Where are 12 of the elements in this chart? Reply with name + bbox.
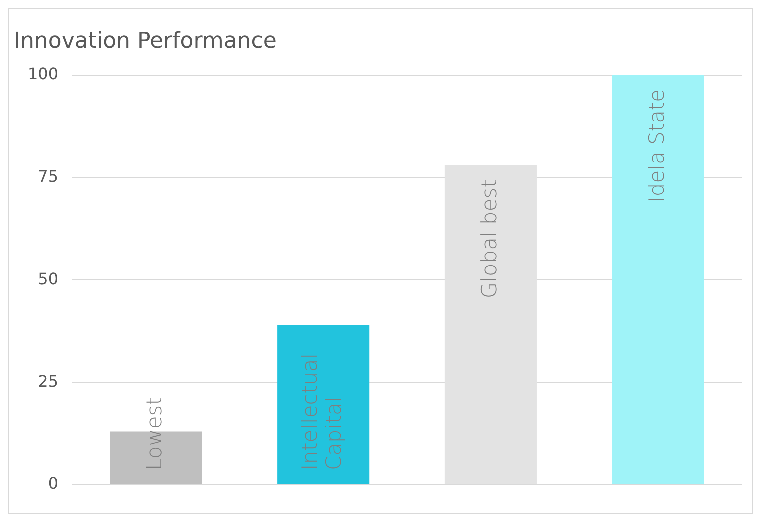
y-tick-label: 100 [28,64,59,84]
x-tick-label: Global best [477,180,502,299]
x-tick-label: Lowest [142,397,167,470]
y-tick-label: 75 [38,166,59,186]
x-tick-label: Idela State [644,89,669,203]
y-tick-label: 50 [38,269,59,288]
y-tick-label: 25 [38,372,59,391]
y-tick-label: 0 [48,474,59,494]
bar [612,75,704,484]
chart-title: Innovation Performance [14,28,277,54]
bar [278,325,370,484]
x-tick-label: Intellectual Capital [298,353,346,470]
